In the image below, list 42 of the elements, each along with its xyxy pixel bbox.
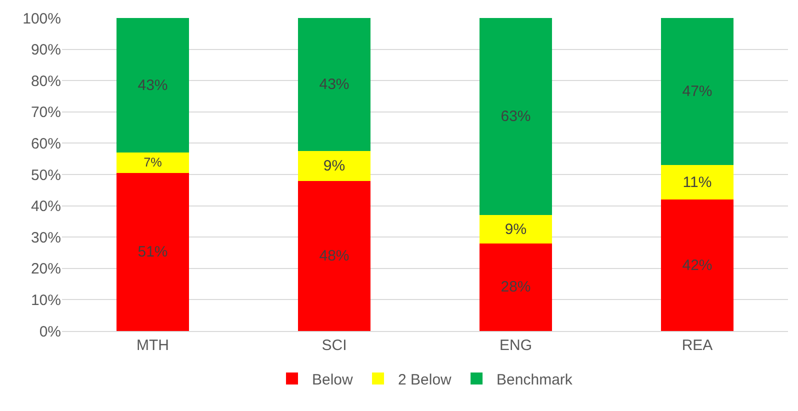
- data-label: 9%: [323, 157, 346, 174]
- y-tick-label: 20%: [30, 260, 61, 278]
- bar: [298, 151, 371, 181]
- y-tick-label: 90%: [30, 42, 61, 59]
- y-tick-label: 80%: [30, 72, 61, 90]
- bar: [298, 180, 371, 331]
- data-label: 11%: [682, 174, 712, 191]
- data-label: 48%: [319, 247, 350, 264]
- data-label: 7%: [144, 156, 162, 170]
- legend-label: 2 Below: [398, 371, 452, 388]
- x-tick-label: ENG: [499, 337, 532, 354]
- data-label: 9%: [504, 220, 527, 238]
- y-tick-label: 50%: [30, 166, 61, 184]
- bar: [116, 152, 190, 173]
- bar: [660, 165, 734, 200]
- bar: [116, 18, 190, 153]
- data-label: 43%: [138, 76, 168, 94]
- legend-label: Benchmark: [496, 371, 573, 388]
- data-label: 63%: [500, 108, 531, 126]
- y-tick-label: 70%: [30, 104, 61, 122]
- bar: [116, 172, 190, 331]
- data-label: 51%: [138, 243, 168, 260]
- y-tick-label: 40%: [30, 198, 61, 216]
- bar: [660, 200, 734, 331]
- data-label: 47%: [682, 83, 712, 100]
- bar: [479, 18, 552, 216]
- y-tick-label: 30%: [30, 229, 61, 246]
- bar: [479, 215, 552, 244]
- x-tick-label: REA: [682, 337, 713, 354]
- y-tick-label: 0%: [39, 323, 61, 340]
- bar: [298, 18, 371, 152]
- bar: [479, 243, 552, 331]
- bar: [660, 18, 734, 166]
- data-label: 43%: [319, 76, 350, 94]
- legend-label: Below: [312, 371, 354, 388]
- data-label: 28%: [500, 278, 531, 296]
- x-tick-label: SCI: [322, 337, 347, 354]
- y-tick-label: 10%: [30, 292, 61, 309]
- data-label: 42%: [682, 256, 712, 274]
- x-tick-label: MTH: [136, 337, 169, 354]
- y-tick-label: 60%: [30, 135, 61, 152]
- y-tick-label: 100%: [22, 10, 61, 28]
